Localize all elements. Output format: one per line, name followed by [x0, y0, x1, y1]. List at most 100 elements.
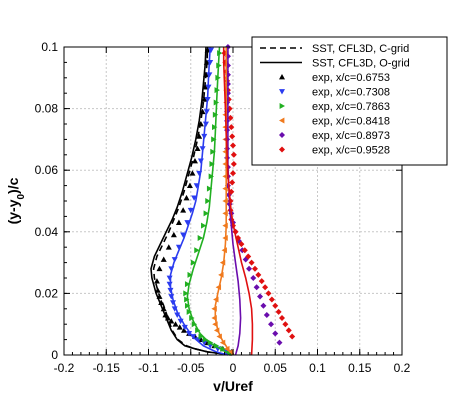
y-axis-label: (y-y0)/c — [5, 177, 27, 224]
tick-layer: -0.2 -0.15 -0.1 -0.05 0 0.05 0.1 0.15 0.2 0 0.02 0.… — [35, 40, 411, 375]
data-point-marker — [285, 327, 292, 334]
data-point-marker — [176, 324, 183, 330]
series-12 — [222, 47, 254, 356]
data-point-marker — [191, 157, 198, 164]
data-point-marker — [160, 256, 167, 262]
data-point-marker — [180, 207, 187, 213]
series-7 — [221, 50, 296, 340]
x-tick-label: 0 — [230, 361, 237, 375]
series-line — [150, 46, 233, 356]
data-point-marker — [187, 271, 193, 278]
data-point-marker — [263, 311, 270, 318]
series-line — [169, 46, 229, 356]
data-point-marker — [183, 194, 190, 201]
data-point-marker — [282, 321, 289, 328]
legend-entry-label: exp, x/c=0.7863 — [312, 101, 390, 113]
y-tick-label: 0 — [51, 348, 58, 362]
data-point-marker — [255, 271, 262, 278]
x-tick-label: 0.15 — [348, 361, 372, 375]
data-point-marker — [248, 259, 255, 266]
data-point-marker — [194, 247, 200, 254]
data-point-marker — [262, 284, 269, 291]
data-point-marker — [229, 179, 236, 186]
data-point-marker — [230, 161, 237, 168]
x-tick-label: -0.15 — [93, 361, 121, 375]
data-point-marker — [228, 124, 235, 131]
y-tick-label: 0.04 — [35, 225, 59, 239]
data-point-marker — [275, 308, 282, 315]
series-1 — [150, 46, 233, 356]
data-point-marker — [279, 315, 286, 322]
x-tick-label: -0.1 — [138, 361, 159, 375]
data-point-marker — [205, 198, 211, 204]
series-line — [186, 46, 232, 356]
series-11 — [227, 47, 242, 356]
data-point-marker — [184, 296, 190, 303]
data-point-marker — [170, 231, 177, 238]
data-point-marker — [190, 259, 197, 266]
data-point-marker — [204, 47, 211, 53]
data-point-marker — [153, 278, 160, 284]
data-point-marker — [156, 293, 163, 299]
data-point-marker — [230, 151, 237, 158]
legend-entry-label: SST, CFL3D, C-grid — [312, 43, 409, 55]
data-point-marker — [253, 284, 260, 291]
data-point-marker — [162, 311, 169, 318]
data-point-marker — [198, 333, 204, 340]
data-point-marker — [212, 124, 218, 131]
data-point-marker — [199, 108, 206, 115]
data-point-marker — [183, 290, 189, 297]
legend-key-marker — [279, 132, 285, 138]
legend-entry-label: exp, x/c=0.7308 — [312, 87, 390, 99]
data-point-marker — [211, 136, 217, 143]
data-point-marker — [289, 333, 296, 340]
data-point-marker — [202, 84, 209, 90]
data-point-marker — [172, 321, 179, 327]
x-tick-label: 0.1 — [309, 361, 326, 375]
series-layer — [150, 44, 296, 356]
y-tick-label: 0.1 — [41, 40, 58, 54]
y-tick-label: 0.02 — [35, 286, 59, 300]
legend-key-marker — [279, 117, 285, 124]
data-point-marker — [197, 234, 204, 241]
data-point-marker — [227, 114, 234, 121]
data-point-marker — [272, 302, 279, 309]
data-point-marker — [268, 296, 275, 303]
data-point-marker — [186, 182, 193, 188]
data-point-marker — [184, 281, 191, 288]
y-tick-label: 0.08 — [35, 102, 59, 116]
data-point-marker — [194, 145, 201, 152]
data-point-marker — [164, 315, 171, 321]
data-point-marker — [203, 210, 209, 217]
series-9 — [186, 46, 232, 356]
legend-entry-label: SST, CFL3D, O-grid — [312, 58, 410, 70]
data-point-marker — [260, 302, 267, 309]
data-point-marker — [156, 265, 163, 272]
data-point-marker — [272, 330, 279, 337]
data-point-marker — [276, 339, 283, 346]
data-point-marker — [201, 96, 208, 102]
data-point-marker — [201, 222, 207, 229]
series-line — [222, 47, 254, 356]
data-point-marker — [187, 207, 194, 214]
data-point-marker — [268, 321, 275, 328]
legend-key-marker — [279, 74, 285, 80]
data-point-marker — [230, 170, 236, 177]
x-tick-label: 0.05 — [264, 361, 288, 375]
legend-entry-label: exp, x/c=0.8973 — [312, 130, 390, 142]
legend-box — [251, 36, 448, 166]
legend: SST, CFL3D, C-grid SST, CFL3D, O-grid exp,… — [251, 36, 448, 166]
data-point-marker — [257, 293, 264, 300]
series-8 — [169, 46, 229, 356]
data-point-marker — [208, 173, 215, 180]
legend-entry-label: exp, x/c=0.9528 — [312, 145, 390, 157]
data-point-marker — [197, 121, 204, 127]
x-tick-label: -0.2 — [54, 361, 75, 375]
data-point-marker — [210, 148, 216, 155]
data-point-marker — [168, 318, 175, 324]
data-point-marker — [154, 287, 161, 293]
data-point-marker — [196, 133, 203, 139]
data-point-marker — [241, 247, 248, 254]
